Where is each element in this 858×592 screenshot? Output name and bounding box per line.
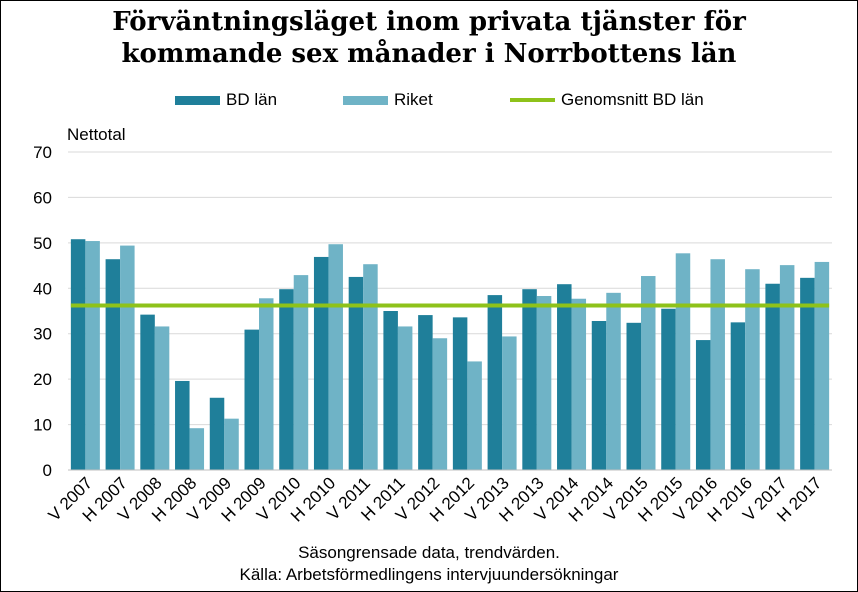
bar-bd-h-2008	[175, 380, 190, 470]
bar-riket-v-2010	[293, 275, 309, 470]
bar-riket-h-2012	[467, 361, 482, 470]
chart-legend: BD län Riket Genomsnitt BD län	[0, 90, 858, 110]
bar-bd-h-2012	[452, 317, 468, 470]
bar-riket-v-2013	[502, 336, 517, 470]
bar-riket-v-2014	[571, 298, 587, 470]
legend-item-average: Genomsnitt BD län	[510, 90, 704, 110]
bar-bd-v-2017	[765, 283, 780, 470]
bar-bd-v-2009	[209, 397, 225, 470]
chart-title: Förväntningsläget inom privata tjänster …	[0, 6, 858, 70]
bar-riket-h-2017	[814, 261, 830, 470]
y-tick-label: 20	[33, 370, 52, 389]
legend-swatch-average	[510, 98, 555, 102]
bar-bd-h-2013	[522, 289, 537, 470]
bar-bd-v-2007	[70, 239, 86, 470]
bar-riket-h-2010	[328, 244, 343, 470]
bar-riket-h-2009	[259, 298, 274, 470]
bar-bd-h-2010	[313, 256, 329, 470]
legend-label-riket: Riket	[394, 90, 433, 109]
bar-riket-v-2007	[85, 241, 100, 470]
legend-item-riket: Riket	[343, 90, 433, 110]
bar-bd-v-2012	[418, 315, 433, 470]
bar-bd-h-2016	[730, 322, 746, 470]
bar-riket-v-2012	[432, 338, 448, 470]
bar-bd-h-2015	[661, 308, 676, 470]
bar-riket-v-2017	[779, 265, 795, 470]
caption-source: Källa: Arbetsförmedlingens intervjuunder…	[239, 565, 619, 584]
bar-riket-v-2015	[641, 276, 656, 470]
bar-bd-v-2011	[348, 276, 364, 470]
bar-riket-v-2016	[710, 259, 725, 470]
bar-riket-h-2015	[675, 253, 691, 470]
bar-riket-h-2008	[189, 428, 205, 470]
bar-bd-v-2008	[140, 314, 155, 470]
bar-riket-h-2007	[120, 245, 135, 470]
bar-riket-h-2011	[397, 326, 413, 470]
bar-bd-h-2007	[105, 259, 121, 470]
y-tick-label: 0	[43, 461, 52, 480]
bar-riket-v-2011	[363, 264, 378, 470]
caption-note: Säsongrensade data, trendvärden.	[298, 543, 560, 562]
y-tick-label: 60	[33, 188, 52, 207]
bar-bd-v-2015	[626, 322, 641, 470]
y-axis-label: Nettotal	[67, 125, 126, 144]
chart-title-line-1: Förväntningsläget inom privata tjänster …	[112, 7, 746, 37]
bar-riket-h-2013	[536, 296, 552, 470]
chart-title-line-2: kommande sex månader i Norrbottens län	[121, 39, 737, 69]
y-tick-label: 40	[33, 279, 52, 298]
legend-swatch-bd	[175, 95, 220, 105]
bar-bd-h-2009	[244, 329, 259, 470]
y-tick-label: 30	[33, 325, 52, 344]
bar-bd-h-2017	[800, 277, 815, 470]
bar-bd-v-2010	[279, 289, 294, 470]
bar-riket-h-2016	[745, 269, 760, 470]
bar-bd-v-2016	[695, 340, 711, 470]
bar-bd-v-2013	[487, 295, 503, 470]
bar-riket-v-2008	[154, 326, 170, 470]
bar-riket-v-2009	[224, 418, 239, 470]
y-tick-label: 50	[33, 234, 52, 253]
bar-bd-v-2014	[557, 284, 572, 470]
bar-riket-h-2014	[606, 292, 621, 470]
y-tick-label: 70	[33, 143, 52, 162]
y-tick-label: 10	[33, 416, 52, 435]
bar-bd-h-2014	[591, 320, 607, 470]
legend-item-bd: BD län	[175, 90, 277, 110]
legend-label-average: Genomsnitt BD län	[561, 90, 704, 109]
legend-swatch-riket	[343, 95, 388, 105]
bar-bd-h-2011	[383, 311, 398, 470]
legend-label-bd: BD län	[226, 90, 278, 109]
